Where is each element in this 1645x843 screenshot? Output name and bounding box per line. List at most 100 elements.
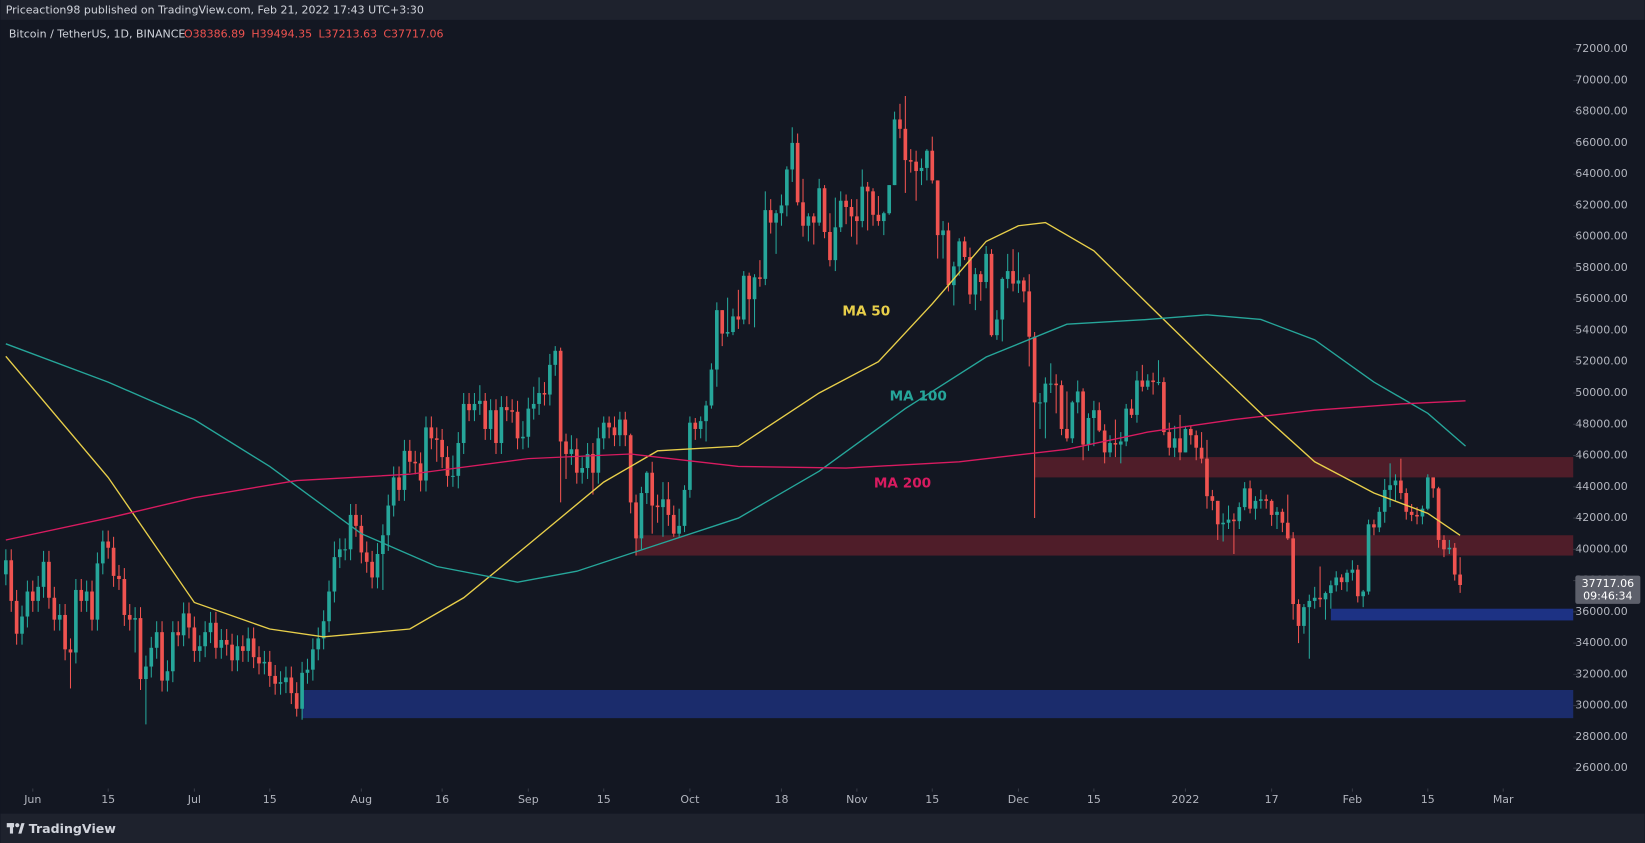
candle-body	[1339, 577, 1344, 583]
candle-body	[1135, 380, 1139, 415]
candle-body	[644, 472, 649, 494]
moving-average-label: MA 200	[874, 475, 931, 491]
candle-body	[499, 407, 504, 444]
candle-body	[1312, 597, 1317, 601]
candle-body	[935, 180, 940, 236]
y-tick-label: 56000.00	[1575, 292, 1628, 305]
candle-body	[623, 419, 628, 436]
candle-body	[790, 142, 795, 170]
candle-body	[892, 119, 897, 186]
candle-body	[1253, 500, 1258, 509]
x-tick-label: 15	[263, 793, 277, 806]
x-tick-label: 15	[597, 793, 611, 806]
candle-body	[941, 230, 945, 236]
candle-body	[20, 616, 24, 634]
readout-value: O38386.89	[184, 28, 245, 41]
candle-body	[1032, 336, 1037, 403]
readout-value: H39494.35	[251, 28, 312, 41]
candle-body	[1237, 507, 1242, 522]
x-tick-label: 18	[774, 793, 788, 806]
candle-body	[1291, 538, 1295, 605]
candle-body	[510, 410, 514, 412]
candle-body	[521, 436, 525, 439]
candle-body	[747, 275, 751, 300]
candle-body	[876, 214, 881, 222]
y-tick-label: 64000.00	[1575, 167, 1628, 180]
candle-body	[90, 591, 94, 620]
x-tick-label: 16	[435, 793, 449, 806]
candle-body	[138, 618, 143, 680]
candle-body	[795, 142, 800, 203]
candle-body	[930, 150, 935, 181]
candle-body	[197, 646, 202, 651]
candle-body	[1382, 489, 1387, 512]
y-tick-label: 32000.00	[1575, 667, 1628, 680]
candle-body	[1129, 408, 1134, 415]
candle-body	[951, 266, 956, 286]
x-tick-label: Oct	[680, 793, 700, 806]
x-tick-label: 15	[1421, 793, 1435, 806]
candle-body	[224, 639, 229, 645]
candle-body	[230, 644, 234, 661]
candle-body	[833, 227, 838, 261]
candle-body	[946, 230, 951, 286]
candle-body	[1016, 280, 1021, 284]
candle-body	[1318, 597, 1322, 600]
candle-body	[1452, 547, 1457, 575]
candle-body	[1011, 271, 1015, 284]
candle-body	[1140, 380, 1145, 387]
candle-body	[74, 589, 78, 653]
candle-body	[1399, 480, 1403, 494]
candle-body	[801, 202, 805, 226]
candle-body	[327, 591, 331, 622]
candle-body	[838, 200, 843, 228]
candle-body	[57, 614, 62, 620]
candle-body	[170, 632, 175, 672]
candle-body	[214, 622, 218, 648]
candle-body	[483, 400, 488, 429]
moving-average-label: MA 50	[842, 303, 890, 319]
y-tick-label: 50000.00	[1575, 386, 1628, 399]
candle-body	[1048, 383, 1053, 385]
x-tick-label: Jul	[187, 793, 201, 806]
ohlc-readout: O38386.89 H39494.35 L37213.63 C37717.06	[184, 28, 444, 41]
candle-body	[472, 403, 477, 411]
candle-body	[364, 552, 369, 562]
candle-body	[154, 632, 159, 648]
candle-body	[1285, 522, 1290, 539]
candle-body	[1350, 569, 1355, 573]
candle-body	[36, 586, 41, 601]
candle-body	[1215, 500, 1220, 525]
y-tick-label: 70000.00	[1575, 73, 1628, 86]
y-tick-label: 26000.00	[1575, 761, 1628, 774]
candle-body	[429, 427, 434, 439]
candle-body	[440, 439, 444, 458]
candle-body	[903, 128, 908, 161]
candle-body	[655, 505, 660, 508]
candle-body	[650, 472, 655, 506]
candle-body	[294, 693, 299, 709]
candle-body	[887, 185, 892, 214]
moving-average-line	[5, 314, 1466, 583]
price-zone	[302, 689, 1574, 719]
candle-body	[1226, 519, 1231, 523]
candle-body	[370, 561, 374, 578]
candle-body	[828, 231, 832, 261]
candle-body	[1296, 604, 1301, 626]
candle-body	[817, 188, 821, 223]
candle-body	[41, 561, 46, 587]
candle-body	[149, 647, 154, 667]
moving-average-line	[5, 221, 1461, 638]
candle-body	[1248, 488, 1252, 509]
logo-part	[15, 823, 20, 828]
candle-body	[1113, 443, 1118, 445]
candle-body	[273, 675, 277, 684]
candle-body	[1151, 380, 1155, 383]
candle-body	[1307, 600, 1312, 608]
candle-body	[246, 638, 251, 651]
candle-body	[548, 364, 552, 395]
candle-body	[316, 638, 321, 650]
candle-body	[1081, 391, 1085, 445]
countdown-label: 09:46:34	[1583, 590, 1632, 603]
candle-body	[1388, 485, 1392, 490]
